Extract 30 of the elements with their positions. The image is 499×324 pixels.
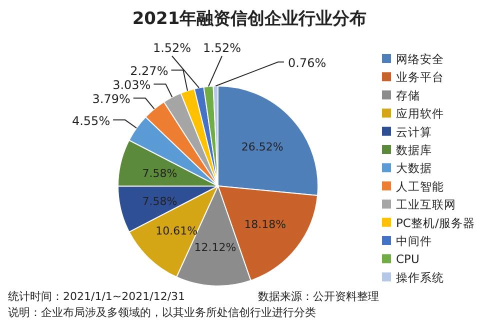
legend-label: 数据库 (396, 143, 432, 157)
legend-label: 工业互联网 (396, 198, 456, 212)
legend-label: 存储 (396, 88, 420, 102)
data-label: 7.58% (142, 195, 178, 208)
chart-title: 2021年融资信创企业行业分布 (132, 9, 367, 29)
legend-label: 中间件 (396, 234, 432, 248)
text: 说明：企业布局涉及多领域的，以其业务所处信创行业进行分类 (8, 306, 316, 319)
legend-label: 网络安全 (396, 52, 444, 66)
data-label: 2.27% (130, 64, 168, 78)
legend-label: CPU (396, 252, 420, 266)
source-note: 数据来源：公开资料整理 (258, 290, 379, 303)
data-label: 1.52% (152, 41, 192, 55)
data-label: 1.52% (202, 41, 242, 55)
data-label: 3.79% (92, 92, 130, 106)
legend-label: 操作系统 (396, 270, 444, 284)
legend-label: 云计算 (396, 124, 432, 139)
data-label: 4.55% (72, 114, 110, 128)
data-label: 10.61% (156, 224, 198, 238)
legend-label: 大数据 (396, 161, 432, 176)
legend-label: 应用软件 (396, 106, 444, 121)
data-label: 0.76% (288, 56, 326, 70)
data-label: 18.18% (244, 218, 286, 232)
legend-label: PC整机/服务器 (396, 216, 475, 230)
data-label: 7.58% (142, 166, 178, 180)
data-label: 3.03% (112, 78, 151, 92)
legend-label: 业务平台 (396, 70, 444, 84)
legend-label: 人工智能 (396, 179, 444, 194)
data-label: 12.12% (194, 240, 236, 254)
text: 统计时间：2021/1/1~2021/12/31 (8, 290, 186, 303)
data-label: 26.52% (241, 140, 284, 154)
